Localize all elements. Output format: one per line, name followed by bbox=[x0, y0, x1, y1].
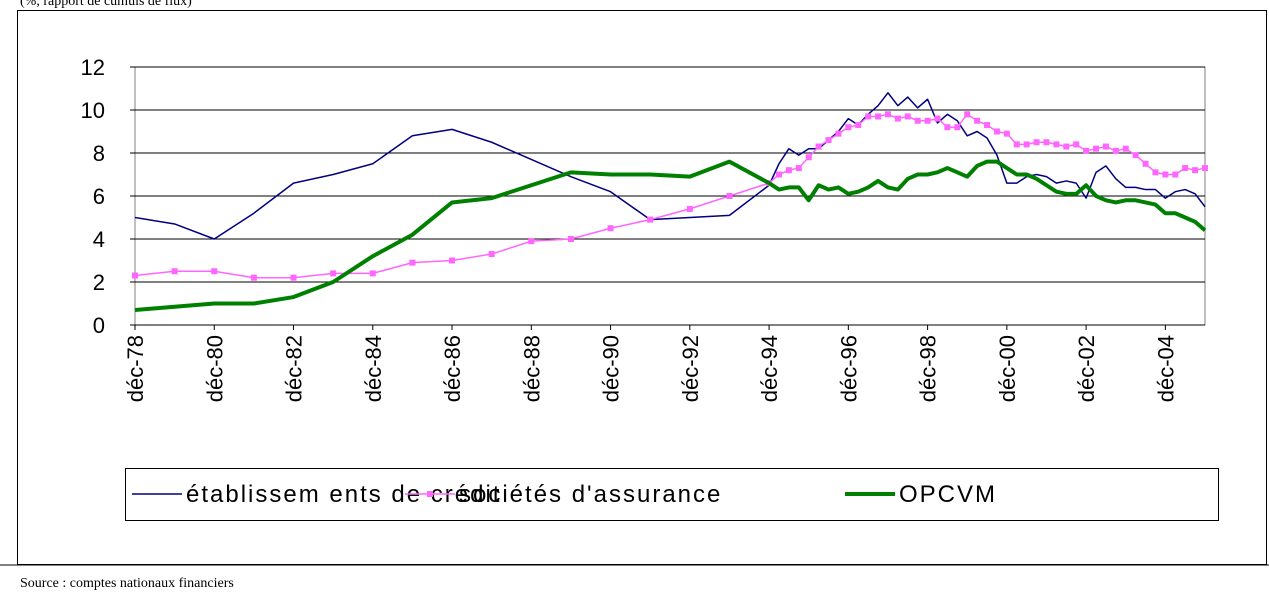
marker bbox=[1162, 171, 1169, 178]
marker bbox=[924, 117, 931, 124]
legend-label: OPCVM bbox=[899, 481, 997, 508]
marker bbox=[894, 115, 901, 122]
marker bbox=[914, 117, 921, 124]
marker bbox=[984, 122, 991, 129]
chart-subtitle: (%, rapport de cumuls de flux) bbox=[20, 0, 192, 9]
marker bbox=[1063, 143, 1070, 150]
marker bbox=[825, 137, 832, 144]
marker bbox=[884, 111, 891, 118]
marker bbox=[845, 124, 852, 131]
marker bbox=[132, 272, 138, 279]
marker bbox=[775, 171, 782, 178]
marker bbox=[964, 111, 971, 118]
marker bbox=[1033, 139, 1040, 146]
marker bbox=[528, 238, 535, 245]
marker bbox=[934, 115, 941, 122]
marker bbox=[1083, 147, 1090, 154]
x-tick-label: déc-94 bbox=[757, 335, 782, 402]
marker bbox=[647, 216, 654, 223]
marker bbox=[875, 113, 882, 120]
x-tick-label: déc-84 bbox=[361, 335, 386, 402]
marker bbox=[785, 167, 792, 174]
marker bbox=[1102, 143, 1109, 150]
marker bbox=[1053, 141, 1060, 148]
marker bbox=[1202, 165, 1208, 172]
marker bbox=[1152, 169, 1159, 176]
marker bbox=[1172, 171, 1179, 178]
legend-box bbox=[125, 468, 1219, 521]
marker bbox=[369, 270, 376, 277]
marker bbox=[1003, 130, 1010, 137]
y-tick-label: 2 bbox=[93, 270, 105, 295]
x-tick-label: déc-04 bbox=[1153, 335, 1178, 402]
y-tick-label: 12 bbox=[81, 55, 105, 80]
marker bbox=[865, 113, 872, 120]
x-tick-label: déc-96 bbox=[836, 335, 861, 402]
x-tick-label: déc-02 bbox=[1074, 335, 1099, 402]
marker bbox=[974, 117, 981, 124]
y-tick-label: 10 bbox=[81, 98, 105, 123]
marker bbox=[993, 128, 1000, 135]
marker bbox=[904, 113, 911, 120]
marker bbox=[290, 274, 297, 281]
x-tick-label: déc-90 bbox=[599, 335, 624, 402]
marker bbox=[488, 251, 495, 258]
marker bbox=[1013, 141, 1020, 148]
marker bbox=[835, 130, 842, 137]
marker bbox=[954, 124, 961, 131]
marker bbox=[1112, 147, 1119, 154]
x-tick-label: déc-88 bbox=[519, 335, 544, 402]
x-tick-label: déc-92 bbox=[678, 335, 703, 402]
y-tick-label: 0 bbox=[93, 313, 105, 338]
x-tick-label: déc-00 bbox=[995, 335, 1020, 402]
x-tick-label: déc-86 bbox=[440, 335, 465, 402]
marker bbox=[250, 274, 257, 281]
marker bbox=[726, 193, 733, 199]
marker bbox=[1182, 165, 1189, 172]
marker bbox=[330, 270, 337, 277]
marker bbox=[1043, 139, 1050, 146]
marker bbox=[1023, 141, 1030, 148]
y-tick-label: 6 bbox=[93, 184, 105, 209]
legend-label: sociétés d'assurance bbox=[459, 481, 722, 508]
marker bbox=[805, 154, 812, 161]
series-line bbox=[134, 159, 1207, 312]
y-tick-label: 8 bbox=[93, 141, 105, 166]
marker bbox=[607, 225, 614, 232]
marker bbox=[855, 122, 862, 129]
marker bbox=[815, 143, 822, 150]
marker bbox=[567, 236, 574, 242]
x-tick-label: déc-98 bbox=[916, 335, 941, 402]
marker bbox=[1192, 167, 1199, 174]
source: Source : comptes nationaux financiers bbox=[20, 576, 234, 591]
marker bbox=[795, 165, 802, 172]
x-tick-label: déc-78 bbox=[123, 335, 148, 402]
marker bbox=[1132, 152, 1139, 159]
marker bbox=[1122, 145, 1129, 152]
marker bbox=[1073, 141, 1080, 148]
marker bbox=[1093, 145, 1100, 152]
marker bbox=[171, 268, 178, 275]
x-tick-label: déc-80 bbox=[202, 335, 227, 402]
marker bbox=[211, 268, 218, 275]
marker bbox=[1142, 160, 1149, 167]
y-tick-label: 4 bbox=[93, 227, 105, 252]
x-tick-label: déc-82 bbox=[282, 335, 307, 402]
series-line bbox=[134, 92, 1206, 240]
legend-marker bbox=[427, 491, 433, 497]
marker bbox=[449, 257, 456, 264]
marker bbox=[686, 205, 693, 212]
marker bbox=[409, 259, 416, 266]
marker bbox=[944, 124, 951, 131]
